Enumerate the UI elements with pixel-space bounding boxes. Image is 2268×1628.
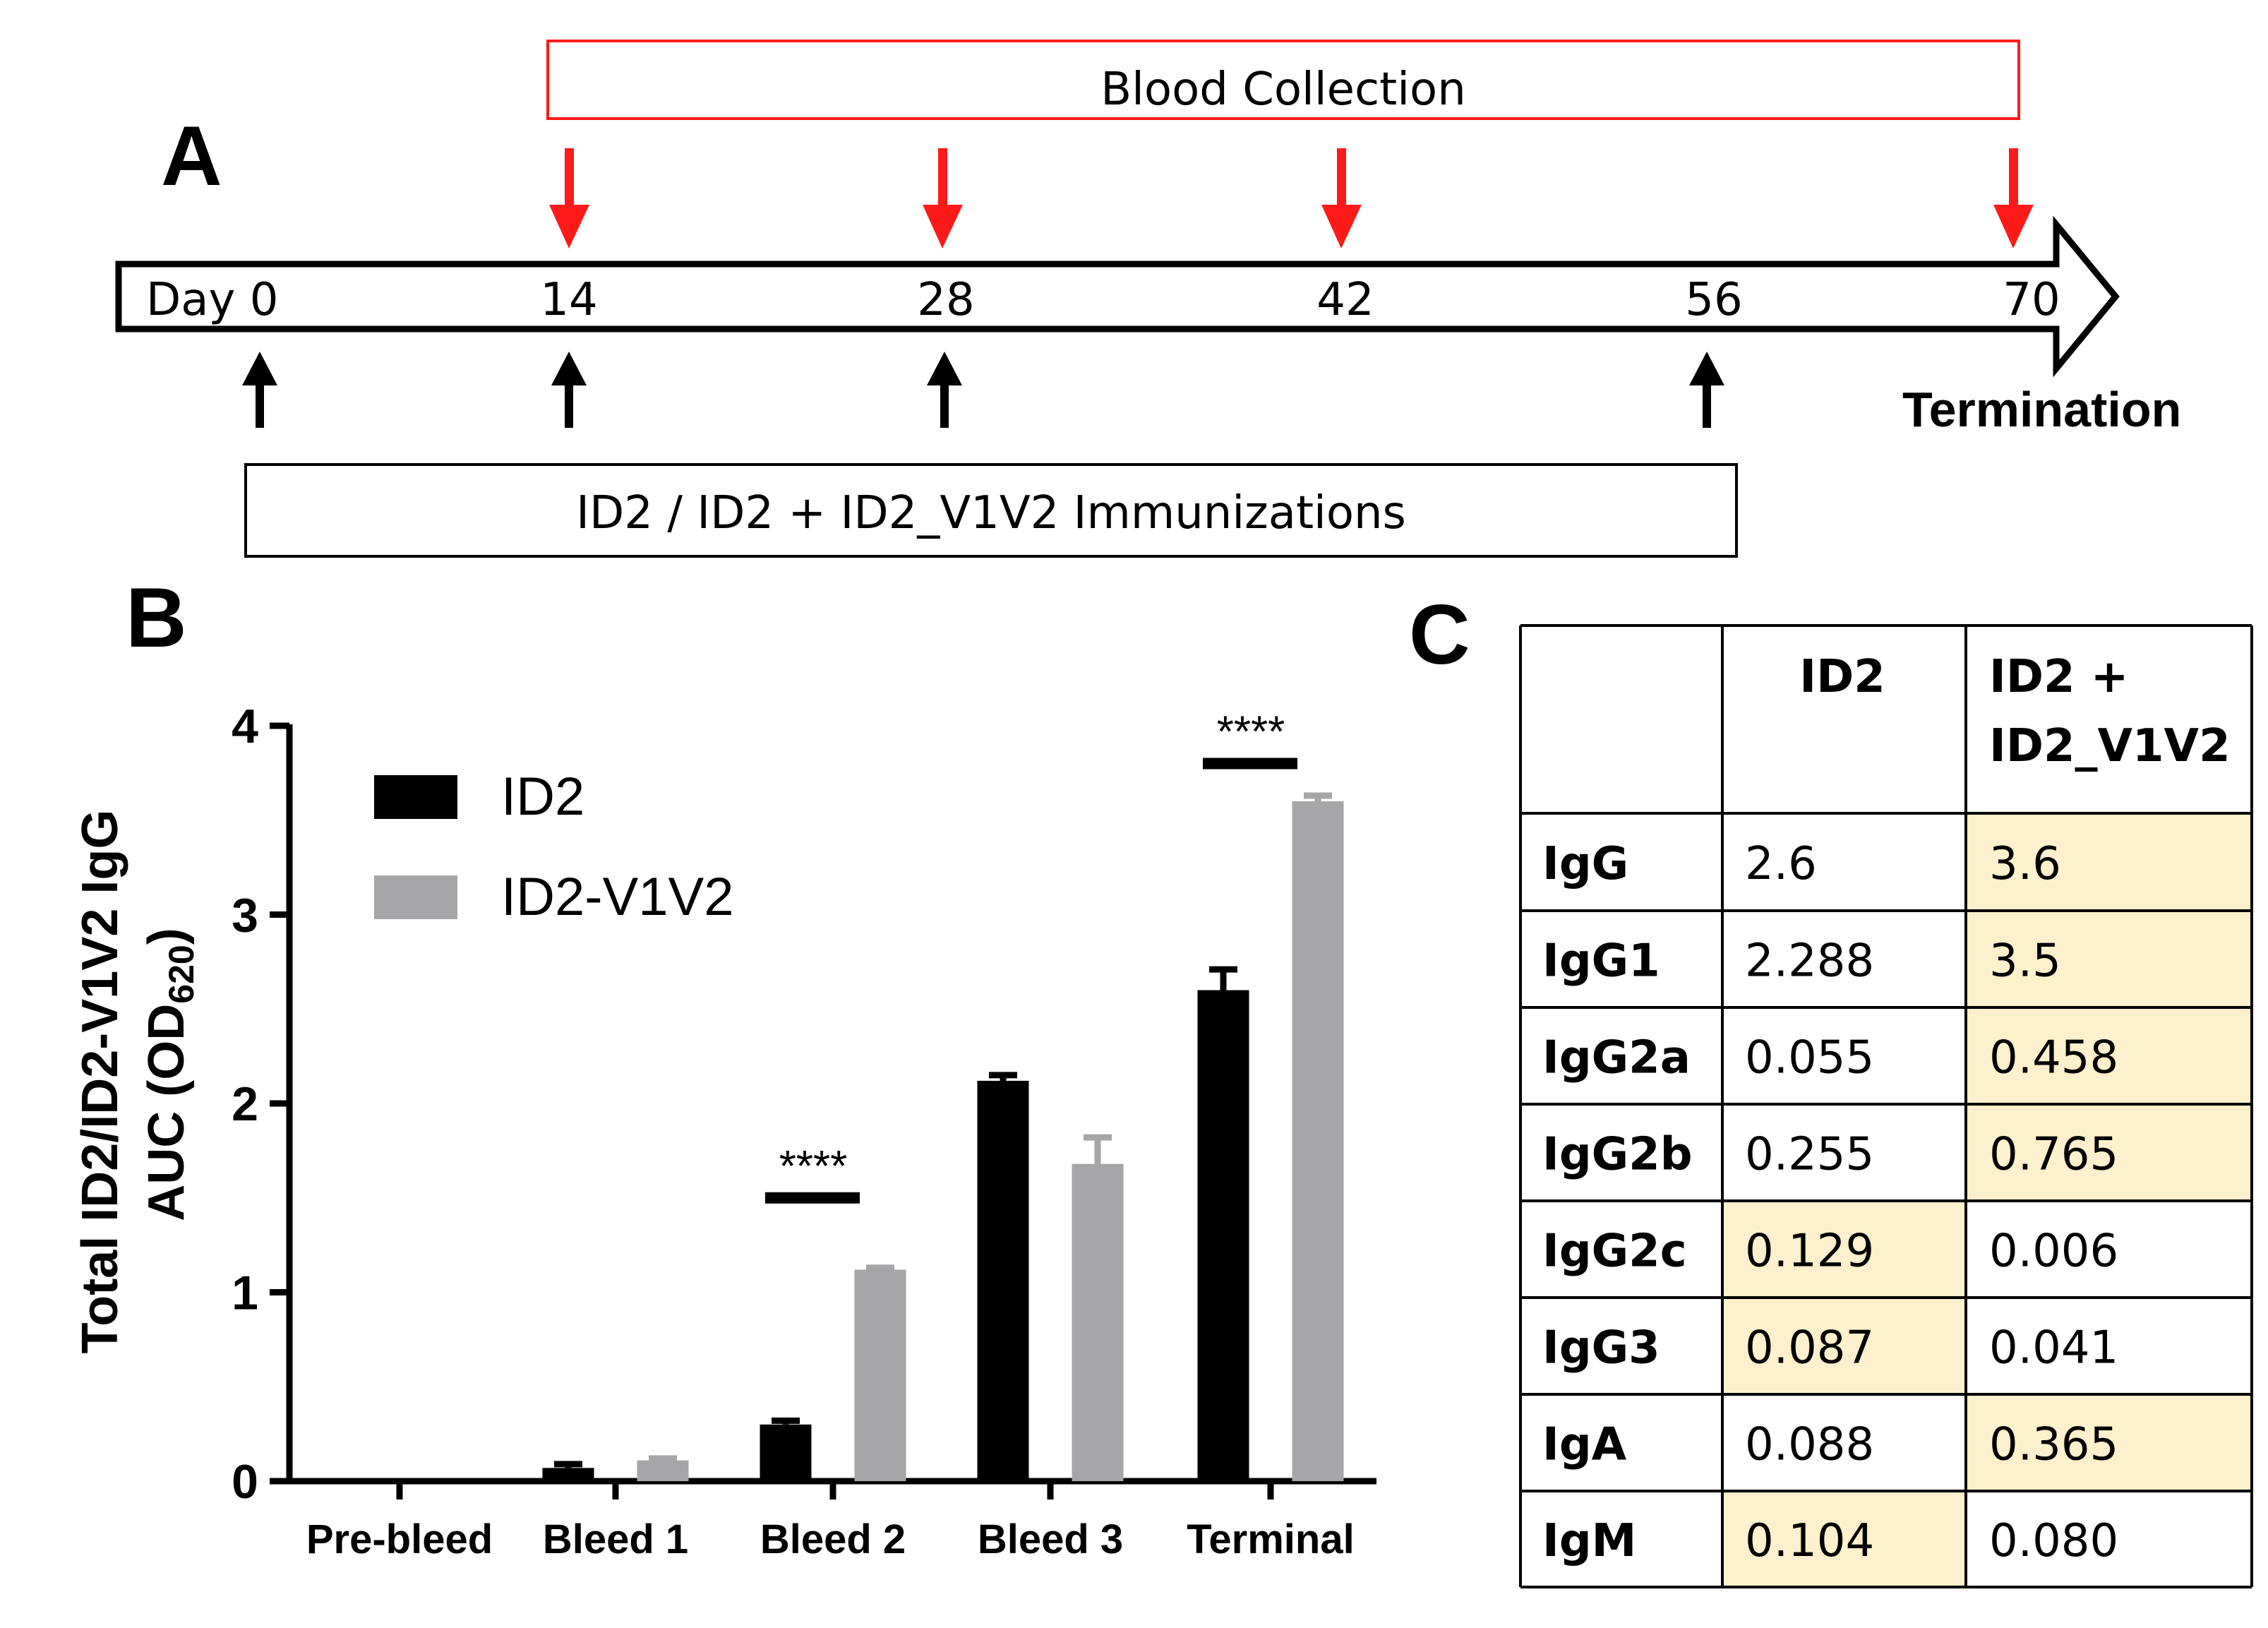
y-axis-label-line1: Total ID2/ID2-V1V2 IgG — [72, 810, 128, 1354]
significance-label: **** — [1217, 708, 1285, 757]
legend-swatch — [374, 775, 457, 819]
highlight-cell — [1722, 1298, 1966, 1394]
y-tick-label: 3 — [232, 889, 258, 942]
highlight-cell — [1722, 1491, 1966, 1587]
x-tick-label: Bleed 3 — [978, 1516, 1123, 1562]
table-cell-combo: 0.006 — [1989, 1226, 2118, 1278]
panel-b-label: B — [126, 570, 187, 665]
table-cell-combo: 0.080 — [1989, 1515, 2118, 1567]
table-row-label: IgG2a — [1542, 1032, 1691, 1084]
immunizations-box — [244, 463, 1738, 558]
y-tick-label: 0 — [232, 1455, 258, 1509]
table-cell-id2: 0.104 — [1745, 1515, 1874, 1567]
legend-label: ID2-V1V2 — [501, 867, 734, 927]
y-tick-label: 2 — [232, 1077, 258, 1131]
panel-a: A Blood Collection Day 0 14 28 42 56 70 — [115, 40, 2181, 558]
table-header-combo-line1: ID2 + — [1989, 651, 2128, 703]
timeline-arrow — [115, 215, 2120, 378]
panel-c-label: C — [1409, 587, 1470, 682]
y-tick-label: 1 — [232, 1267, 258, 1320]
isotype-table: ID2 ID2 + ID2_V1V2 IgG 2.6 3.6 IgG1 2.288 3.5 IgG… — [1519, 624, 2253, 1588]
table-cell-combo: 0.765 — [1989, 1129, 2118, 1181]
bar-chart: 0 1 2 3 4 Pre-bleed Bleed 1 Bleed 2 Bleed 3 Termi… — [232, 700, 1376, 1562]
timeline-tick-56: 56 — [1685, 274, 1742, 326]
table-cell-id2: 0.088 — [1745, 1419, 1874, 1471]
immunization-arrow-day0 — [242, 352, 277, 428]
table-cell-combo: 0.365 — [1989, 1419, 2118, 1471]
table-header-combo-line2: ID2_V1V2 — [1989, 720, 2231, 772]
table-row-label: IgG2c — [1542, 1226, 1687, 1278]
immunization-arrow-day28 — [927, 352, 962, 428]
bar — [542, 1468, 594, 1481]
table-cell-combo: 3.5 — [1989, 935, 2061, 988]
timeline-tick-28: 28 — [917, 274, 974, 326]
timeline-tick-day0: Day 0 — [146, 274, 278, 326]
blood-collection-label: Blood Collection — [1100, 64, 1466, 116]
x-tick-label: Terminal — [1187, 1516, 1354, 1562]
blood-arrow-day28 — [923, 148, 963, 249]
bar — [1072, 1163, 1124, 1481]
blood-arrow-day70 — [1993, 148, 2034, 249]
y-axis-label-line2: AUC (OD620) — [138, 928, 201, 1221]
timeline-tick-42: 42 — [1316, 274, 1374, 326]
bar — [1292, 801, 1344, 1481]
table-cell-id2: 0.055 — [1745, 1032, 1874, 1084]
table-cell-id2: 0.255 — [1745, 1129, 1874, 1181]
x-tick-label: Bleed 2 — [760, 1516, 906, 1562]
bar — [760, 1424, 812, 1481]
blood-collection-box — [546, 40, 2020, 120]
highlight-cell — [1966, 1394, 2252, 1491]
highlight-cell — [1966, 1007, 2252, 1104]
table-cell-combo: 0.458 — [1989, 1032, 2118, 1084]
highlight-cell — [1966, 813, 2252, 911]
timeline-tick-14: 14 — [540, 274, 597, 326]
table-cell-id2: 0.087 — [1745, 1322, 1874, 1375]
highlight-cell — [1722, 1201, 1966, 1298]
table-row-label: IgG1 — [1542, 935, 1660, 988]
highlight-cell — [1966, 911, 2252, 1007]
table-row-label: IgG — [1542, 838, 1628, 890]
immunizations-label: ID2 / ID2 + ID2_V1V2 Immunizations — [576, 487, 1406, 539]
x-tick-label: Bleed 1 — [543, 1516, 688, 1562]
highlight-cell — [1966, 1104, 2252, 1201]
legend-label: ID2 — [501, 767, 584, 827]
timeline-tick-70: 70 — [2003, 274, 2060, 326]
table-row-label: IgG2b — [1542, 1129, 1693, 1181]
significance-label: **** — [779, 1142, 848, 1191]
y-tick-label: 4 — [232, 700, 258, 753]
table-header-id2: ID2 — [1799, 651, 1885, 703]
panel-b: B Total ID2/ID2-V1V2 IgG AUC (OD620) 0 1 2… — [72, 570, 1376, 1562]
blood-arrow-day42 — [1321, 148, 1362, 249]
table-cell-combo: 3.6 — [1989, 838, 2061, 890]
immunization-arrow-day56 — [1689, 352, 1724, 428]
bar — [854, 1269, 906, 1481]
immunization-arrow-day14 — [551, 352, 587, 428]
bar — [1197, 990, 1249, 1481]
table-cell-id2: 2.6 — [1745, 838, 1817, 890]
legend-swatch — [374, 875, 457, 919]
table-cell-id2: 2.288 — [1745, 935, 1874, 988]
table-row-label: IgA — [1542, 1419, 1627, 1471]
bar — [637, 1460, 689, 1481]
table-cell-combo: 0.041 — [1989, 1322, 2118, 1375]
termination-label: Termination — [1902, 382, 2181, 437]
bar — [977, 1080, 1029, 1481]
blood-arrow-day14 — [549, 148, 589, 249]
table-row-label: IgG3 — [1542, 1322, 1660, 1375]
table-row-label: IgM — [1542, 1515, 1636, 1567]
panel-a-label: A — [161, 109, 222, 203]
table-cell-id2: 0.129 — [1745, 1226, 1874, 1278]
y-axis-label: Total ID2/ID2-V1V2 IgG AUC (OD620) — [72, 796, 201, 1354]
x-tick-label: Pre-bleed — [306, 1516, 493, 1562]
